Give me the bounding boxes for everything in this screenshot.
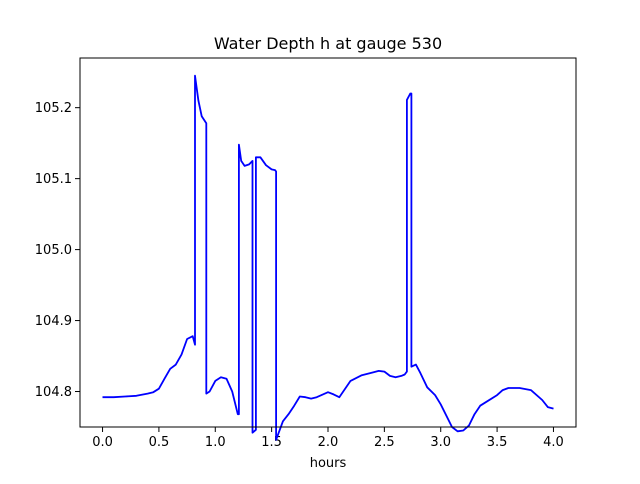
chart-title: Water Depth h at gauge 530 bbox=[214, 34, 442, 53]
x-tick-label: 3.5 bbox=[487, 435, 508, 450]
x-tick-label: 2.5 bbox=[374, 435, 395, 450]
x-tick-label: 1.5 bbox=[261, 435, 282, 450]
x-tick-label: 2.0 bbox=[318, 435, 339, 450]
x-tick-label: 3.0 bbox=[430, 435, 451, 450]
plot-area-frame bbox=[79, 57, 577, 428]
x-tick-label: 0.5 bbox=[149, 435, 170, 450]
y-tick-label: 105.2 bbox=[35, 101, 72, 116]
y-tick-label: 104.8 bbox=[35, 385, 72, 400]
y-tick-label: 105.1 bbox=[35, 172, 72, 187]
x-tick-label: 1.0 bbox=[205, 435, 226, 450]
x-axis-label: hours bbox=[310, 456, 347, 471]
x-tick-label: 4.0 bbox=[543, 435, 564, 450]
y-axis-ticks: 104.8 104.9 105.0 105.1 105.2 bbox=[35, 101, 80, 400]
series-line bbox=[102, 74, 554, 441]
x-tick-label: 0.0 bbox=[92, 435, 113, 450]
y-tick-label: 105.0 bbox=[35, 243, 72, 258]
y-tick-label: 104.9 bbox=[35, 314, 72, 329]
